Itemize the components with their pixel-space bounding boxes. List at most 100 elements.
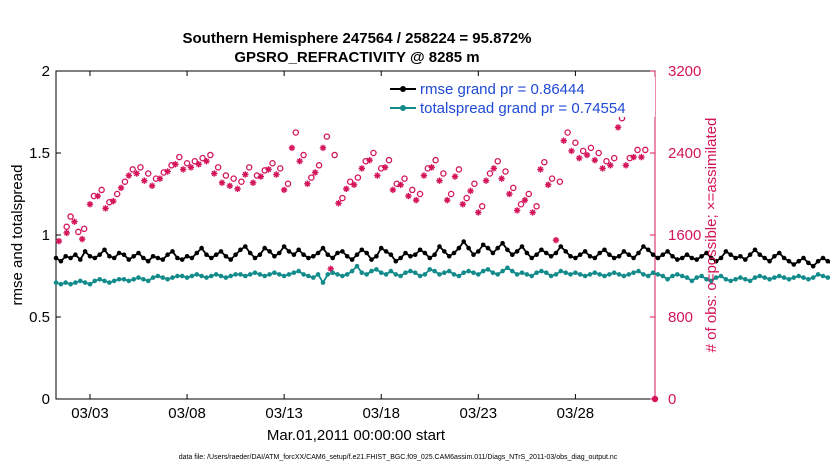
obs-assimilated-marker: [622, 162, 630, 169]
rmse-point: [398, 255, 403, 261]
obs-assimilated-marker: [545, 181, 552, 188]
totalspread-point: [665, 277, 670, 282]
totalspread-point: [58, 281, 64, 287]
chart-title: Southern Hemisphere 247564 / 258224 = 95…: [183, 30, 532, 47]
obs-possible-marker: [80, 225, 88, 233]
totalspread-point: [577, 272, 583, 277]
rmse-point: [97, 252, 102, 257]
rmse-point: [461, 239, 467, 244]
obs-assimilated-marker: [296, 158, 303, 165]
rmse-point: [87, 253, 93, 259]
totalspread-point: [675, 272, 680, 277]
totalspread-point: [170, 275, 175, 280]
totalspread-point: [422, 272, 428, 277]
obs-assimilated-marker: [521, 196, 529, 204]
rmse-point: [587, 253, 593, 259]
obs-assimilated-marker: [451, 173, 459, 180]
rmse-point: [480, 242, 486, 248]
rmse-point: [213, 252, 219, 257]
right-tick-label: 1600: [668, 227, 701, 244]
totalspread-point: [175, 273, 180, 279]
totalspread-point: [107, 280, 112, 285]
totalspread-point: [461, 270, 467, 276]
totalspread-point: [136, 275, 141, 280]
totalspread-point: [772, 275, 777, 280]
totalspread-point: [194, 272, 200, 277]
rmse-point: [102, 247, 107, 253]
rmse-point: [825, 258, 830, 264]
rmse-point: [670, 253, 675, 259]
rmse-point: [116, 250, 122, 256]
totalspread-point: [218, 273, 224, 279]
totalspread-point: [272, 270, 277, 276]
totalspread-point: [713, 275, 719, 280]
totalspread-point: [121, 277, 127, 282]
totalspread-point: [111, 278, 117, 284]
rmse-point: [675, 257, 680, 262]
totalspread-point: [660, 273, 666, 279]
totalspread-point: [257, 272, 263, 277]
totalspread-point: [786, 277, 792, 282]
totalspread-point: [752, 275, 758, 280]
totalspread-point: [815, 272, 821, 277]
totalspread-point: [209, 273, 214, 279]
obs-assimilated-marker: [280, 186, 288, 194]
obs-assimilated-marker: [638, 153, 645, 161]
obs-assimilated-marker: [312, 169, 319, 176]
obs-assimilated-marker: [164, 168, 171, 175]
obs-assimilated-marker: [389, 186, 397, 194]
totalspread-point: [524, 272, 530, 277]
obs-assimilated-marker: [242, 171, 249, 178]
totalspread-point: [825, 275, 830, 280]
rmse-point: [78, 257, 83, 262]
totalspread-point: [247, 272, 253, 277]
totalspread-point: [485, 267, 491, 272]
rmse-point: [325, 252, 331, 257]
rmse-point: [626, 252, 632, 257]
obs-assimilated-marker: [335, 200, 342, 207]
rmse-point: [699, 253, 704, 259]
totalspread-point: [777, 273, 782, 279]
totalspread-point: [398, 273, 403, 279]
totalspread-point: [296, 268, 302, 274]
totalspread-point: [199, 273, 204, 279]
totalspread-point: [78, 278, 83, 284]
rmse-point: [772, 253, 777, 259]
rmse-point: [757, 252, 763, 257]
rmse-point: [170, 249, 175, 254]
totalspread-point: [223, 275, 229, 280]
obs-possible-marker: [440, 170, 447, 177]
rmse-point: [281, 244, 287, 249]
obs-assimilated-marker: [537, 166, 544, 173]
totalspread-point: [553, 272, 559, 277]
obs-assimilated-marker: [552, 236, 560, 244]
rmse-point: [442, 249, 447, 254]
rmse-point: [762, 255, 767, 261]
obs-assimilated-marker: [257, 173, 265, 180]
rmse-point: [209, 255, 214, 261]
rmse-point: [160, 257, 166, 262]
totalspread-point: [796, 273, 801, 279]
obs-assimilated-marker: [133, 170, 140, 177]
totalspread-point: [277, 272, 282, 277]
totalspread-point: [286, 272, 292, 277]
right-axis-ticks: 0 800 1600 2400 3200: [650, 63, 701, 408]
obs-possible-marker: [207, 151, 214, 159]
rmse-point: [718, 255, 724, 261]
obs-assimilated-marker: [444, 196, 451, 204]
rmse-point: [378, 245, 384, 251]
totalspread-point: [471, 270, 476, 276]
rmse-point: [539, 247, 544, 253]
obs-possible-marker: [548, 175, 556, 182]
rmse-point: [403, 250, 408, 256]
rmse-point: [641, 244, 646, 249]
totalspread-point: [408, 268, 413, 274]
obs-assimilated-marker: [172, 161, 179, 168]
rmse-point: [432, 252, 437, 257]
rmse-point: [747, 252, 753, 257]
rmse-point: [534, 252, 539, 257]
rmse-point: [713, 258, 719, 264]
obs-assimilated-marker: [614, 124, 622, 131]
rmse-point: [611, 255, 617, 261]
